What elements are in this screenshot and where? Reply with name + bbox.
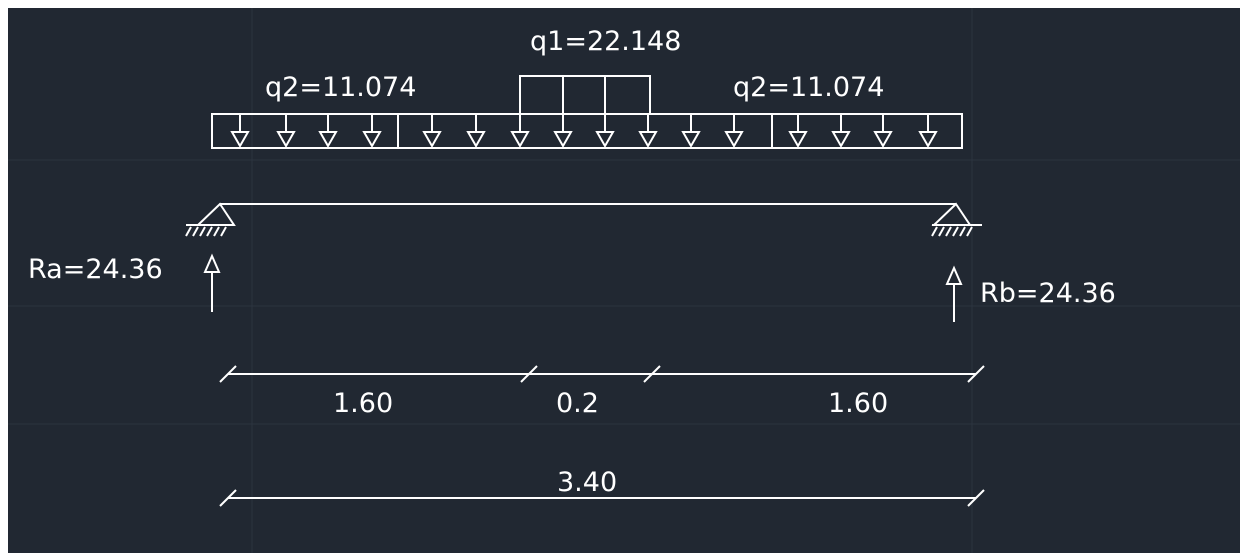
load-arrow-head [788,131,808,149]
load-arrow-head [510,131,530,149]
tick-c [643,365,661,383]
dim-total-length: 3.40 [557,467,617,498]
distributed-load [211,75,963,149]
load-arrow-head [362,131,382,149]
beam-diagram: q1=22.148 q2=11.074 q2=11.074 Ra=24.36 R… [8,8,1240,553]
tick-a [219,365,237,383]
q1-label: q1=22.148 [530,26,681,57]
load-arrow-head [466,131,486,149]
load-arrow-head [638,131,658,149]
q2-left-label: q2=11.074 [265,72,416,103]
cad-drawing-canvas: q1=22.148 q2=11.074 q2=11.074 Ra=24.36 R… [8,8,1240,553]
reaction-arrow-a [203,253,221,312]
rb-label: Rb=24.36 [980,278,1116,309]
load-arrows [230,76,938,149]
tick-total-start [219,489,237,507]
load-arrow-head [831,131,851,149]
load-arrow-head [595,131,615,149]
segment-dimension-line [219,365,985,383]
dim-right-segment: 1.60 [828,388,888,419]
tick-d [967,365,985,383]
background-grid [8,8,1240,553]
load-arrow-head [918,131,938,149]
load-arrow-head [318,131,338,149]
q2-right-label: q2=11.074 [733,72,884,103]
right-support [931,202,982,237]
dim-middle-segment: 0.2 [556,388,599,419]
load-arrow-head [724,131,744,149]
ra-label: Ra=24.36 [28,254,163,285]
reaction-arrow-b [945,265,963,322]
load-arrow-head [553,131,573,149]
tick-total-end [967,489,985,507]
load-arrow-head [230,131,250,149]
tick-b [520,365,538,383]
left-support [185,202,236,237]
load-arrow-head [422,131,442,149]
dim-left-segment: 1.60 [333,388,393,419]
load-arrow-head [681,131,701,149]
load-arrow-head [873,131,893,149]
q1-load-step [519,75,651,114]
total-dimension-line [219,489,985,507]
load-box-outline [211,113,963,149]
load-arrow-head [276,131,296,149]
